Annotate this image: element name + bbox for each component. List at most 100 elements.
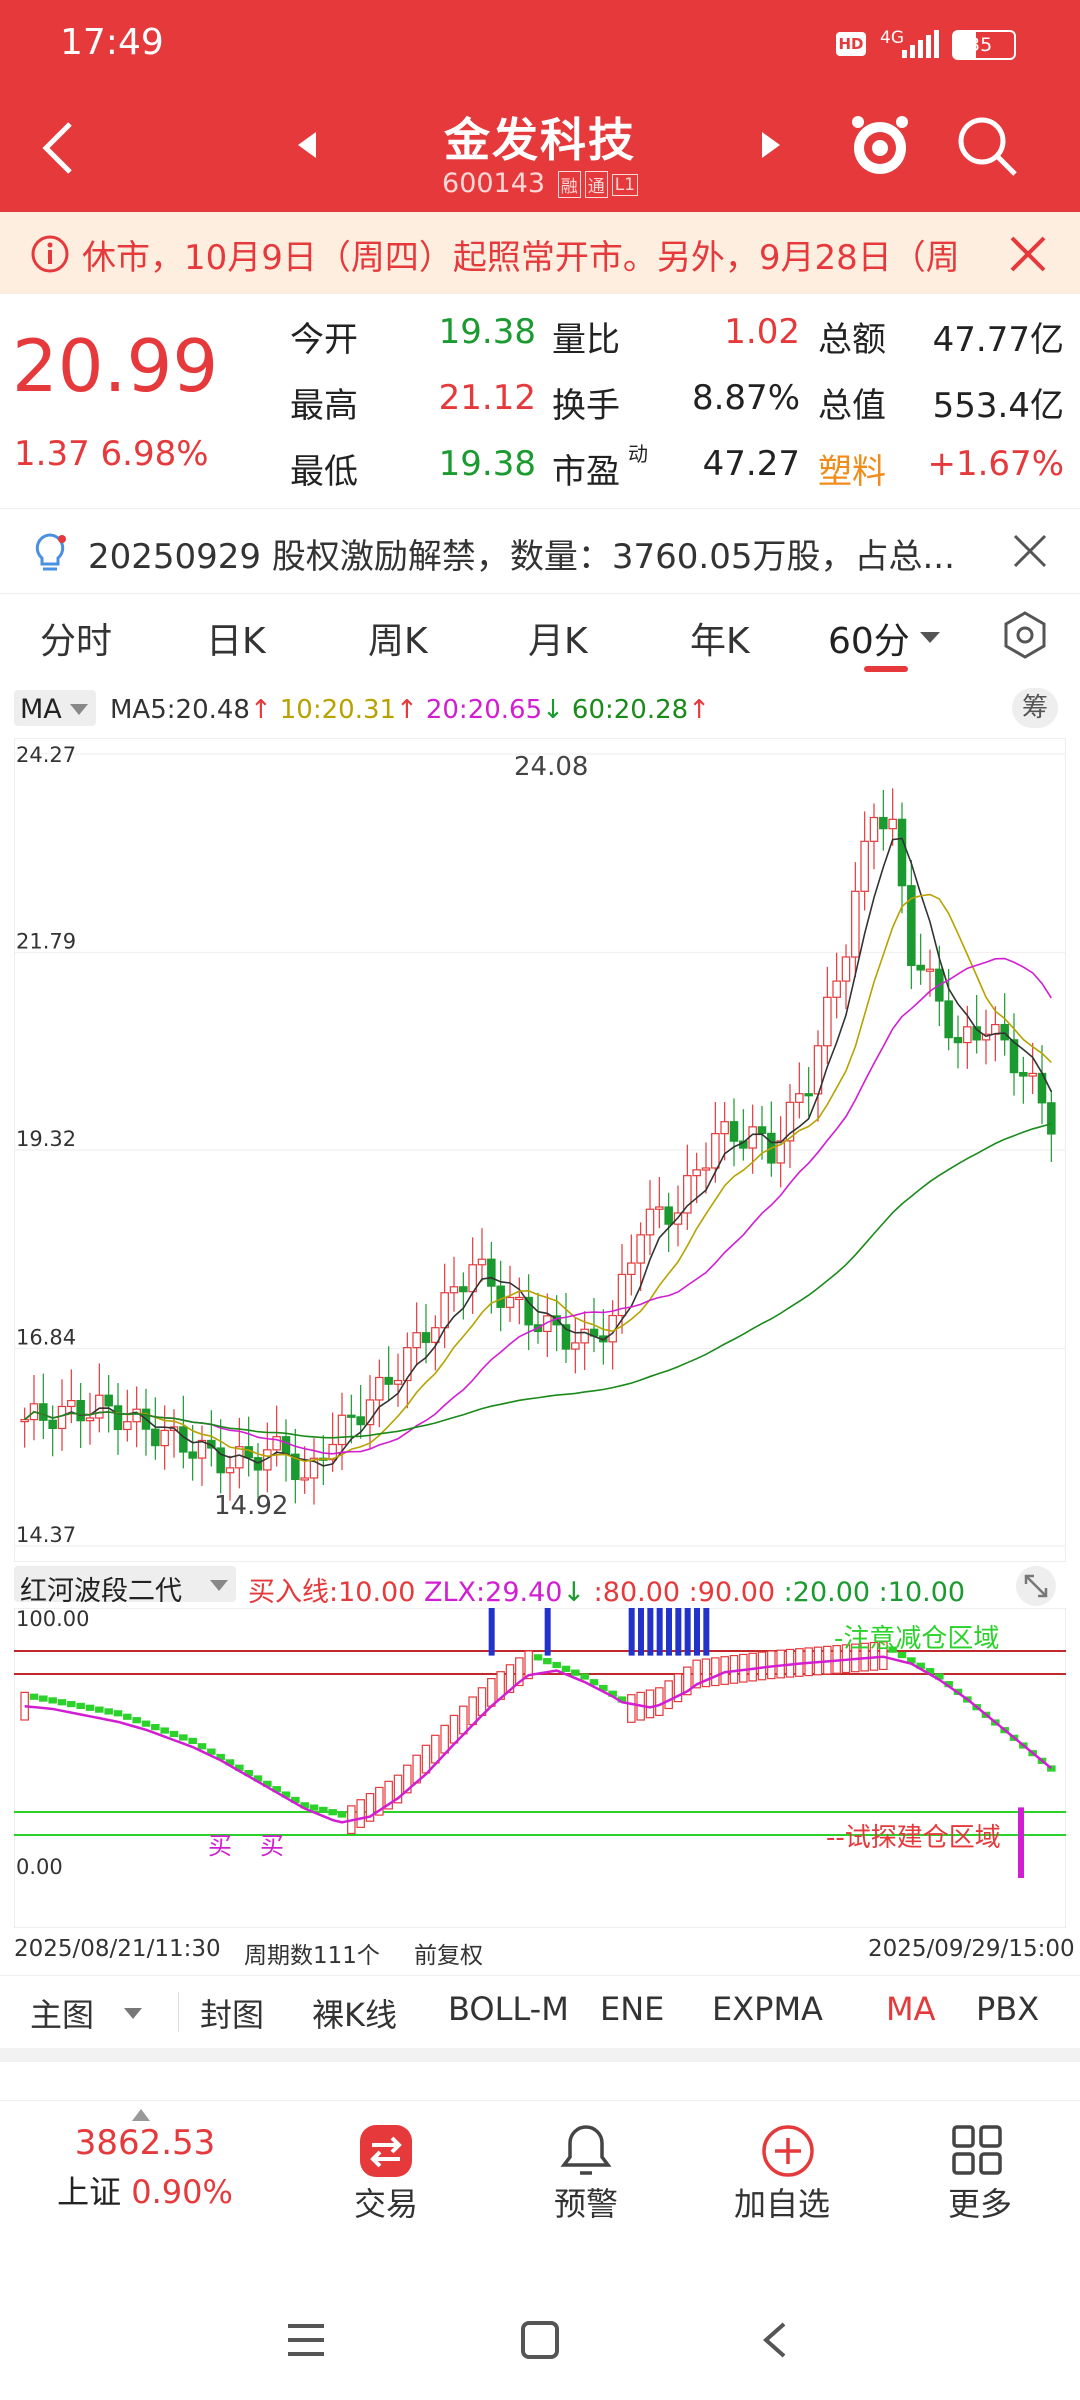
indicator-bar [757,1651,767,1681]
indicator-bar [664,1680,673,1710]
next-stock-icon[interactable] [760,130,782,160]
indicator-bar [85,1704,95,1711]
tab-indicator[interactable]: EXPMA [712,1990,823,2028]
tab-indicator[interactable]: MA [886,1990,936,2028]
tab-period[interactable]: 周K [368,621,428,662]
candle-body [393,1379,403,1385]
candle-body [729,1121,739,1142]
candle-body [571,1342,580,1350]
tab-indicator[interactable]: 裸K线 [312,1996,397,2034]
quote-label: 总值 [818,386,886,426]
candle-body [972,1026,981,1041]
quote-value: +1.67% [927,444,1065,484]
candle-body [375,1376,384,1401]
candle-body [851,890,860,958]
candle-body [907,885,916,966]
signal-bar [684,1608,691,1656]
divider [178,1992,179,2032]
ma-arrow: ↑ [688,695,710,725]
tab-period[interactable]: 60分 [828,621,910,662]
param-value: 29.40 [485,1577,563,1608]
nav-trade[interactable]: 交易 [330,2101,440,2223]
tab-indicator[interactable]: PBX [976,1990,1040,2028]
tab-period[interactable]: 日K [206,621,266,662]
index-name: 上证 [57,2173,122,2211]
period-tabs: 分时 日K 周K 月K 年K 60分 [0,592,1080,682]
indicator-bar [113,1710,123,1717]
indicator-chart[interactable]: 100.00 0.00 买 买 -注意减仓区域 --试探建仓区域 [14,1608,1066,1928]
indicator-bar [403,1764,412,1794]
tab-period[interactable]: 年K [690,621,750,662]
stock-code-row: 600143 融通 L1 [0,168,1080,199]
indicator-selector[interactable]: 红河波段二代 [14,1566,236,1607]
tab-indicator[interactable]: ENE [600,1990,665,2028]
param-label: ZLX: [424,1577,486,1608]
indicator-bar [197,1743,207,1750]
divider [0,2048,1080,2062]
adjust-mode[interactable]: 前复权 [414,1943,483,1969]
home-icon[interactable] [520,2320,560,2360]
candle-body [711,1133,720,1169]
indicator-bar [645,1689,655,1719]
indicator-bar [421,1744,431,1774]
candle-body [888,818,897,830]
tab-indicator[interactable]: 封图 [200,1996,265,2034]
battery-level: 35 [968,34,993,56]
quote-value: 553.4亿 [932,386,1064,426]
indicator-bar [337,1811,347,1818]
param-label: : [593,1577,603,1608]
kline-chart[interactable]: 24.27 21.79 19.32 16.84 14.37 24.08 14.92 [14,738,1066,1562]
index-value: 3862.53 [74,2123,216,2163]
nav-alert[interactable]: 预警 [530,2101,640,2223]
indicator-bar [692,1659,701,1689]
indicator-bar [580,1673,589,1680]
system-nav-bar [0,2276,1080,2400]
index-quote[interactable]: 3862.53 上证 0.90% [0,2101,290,2221]
nav-more[interactable]: 更多 [920,2101,1040,2223]
mascot-icon[interactable] [850,110,910,180]
candle-body [123,1421,132,1431]
candle-body [636,1234,645,1264]
ma-selector[interactable]: MA [14,690,96,726]
indicator-bar [515,1657,524,1687]
active-tab-indicator [864,666,908,672]
quote-label: 总额 [818,320,886,360]
close-tip-icon[interactable] [1012,533,1048,569]
expand-icon[interactable] [1016,1566,1056,1606]
indicator-param: 买入线:10.00 [248,1577,424,1608]
tab-indicator[interactable]: BOLL-M [448,1990,569,2028]
ma20-line [24,957,1053,1455]
ma-value: 20.28 [613,695,689,725]
tab-indicator[interactable]: 主图 [30,1996,95,2034]
signal-bar [1018,1807,1024,1878]
search-icon[interactable] [955,114,1019,178]
period-count: 周期数111个 [244,1943,380,1969]
chip-button[interactable]: 筹 [1012,688,1058,728]
back-nav-icon[interactable] [760,2320,790,2360]
menu-icon[interactable] [286,2322,326,2358]
candle-body [39,1403,48,1421]
nav-add-watchlist[interactable]: 加自选 [720,2101,850,2223]
indicator-bar [29,1693,39,1700]
quote-value: 19.38 [438,444,536,484]
candle-body [291,1453,300,1481]
indicator-bar [132,1717,141,1724]
indicator-bar [543,1658,552,1665]
settings-icon[interactable] [1000,610,1050,660]
prev-stock-icon[interactable] [296,130,318,160]
close-icon[interactable] [1008,234,1048,274]
candle-body [832,980,841,998]
param-value: 20.00 [792,1577,871,1608]
candle-body [627,1262,636,1276]
candle-body [720,1121,729,1135]
indicator-bar [776,1649,785,1679]
tab-period[interactable]: 分时 [40,621,113,662]
indicator-bar [897,1651,907,1659]
tab-period[interactable]: 月K [528,621,588,662]
market-notice-bar[interactable]: 休市，10月9日（周四）起照常开市。另外，9月28日（周 [0,212,1080,294]
quote-label: 今开 [290,320,358,360]
back-icon[interactable] [38,118,78,178]
indicator-bar [123,1713,132,1720]
event-tip-bar[interactable]: 20250929 股权激励解禁，数量：3760.05万股，占总... [0,508,1080,594]
candle-body [412,1332,421,1349]
